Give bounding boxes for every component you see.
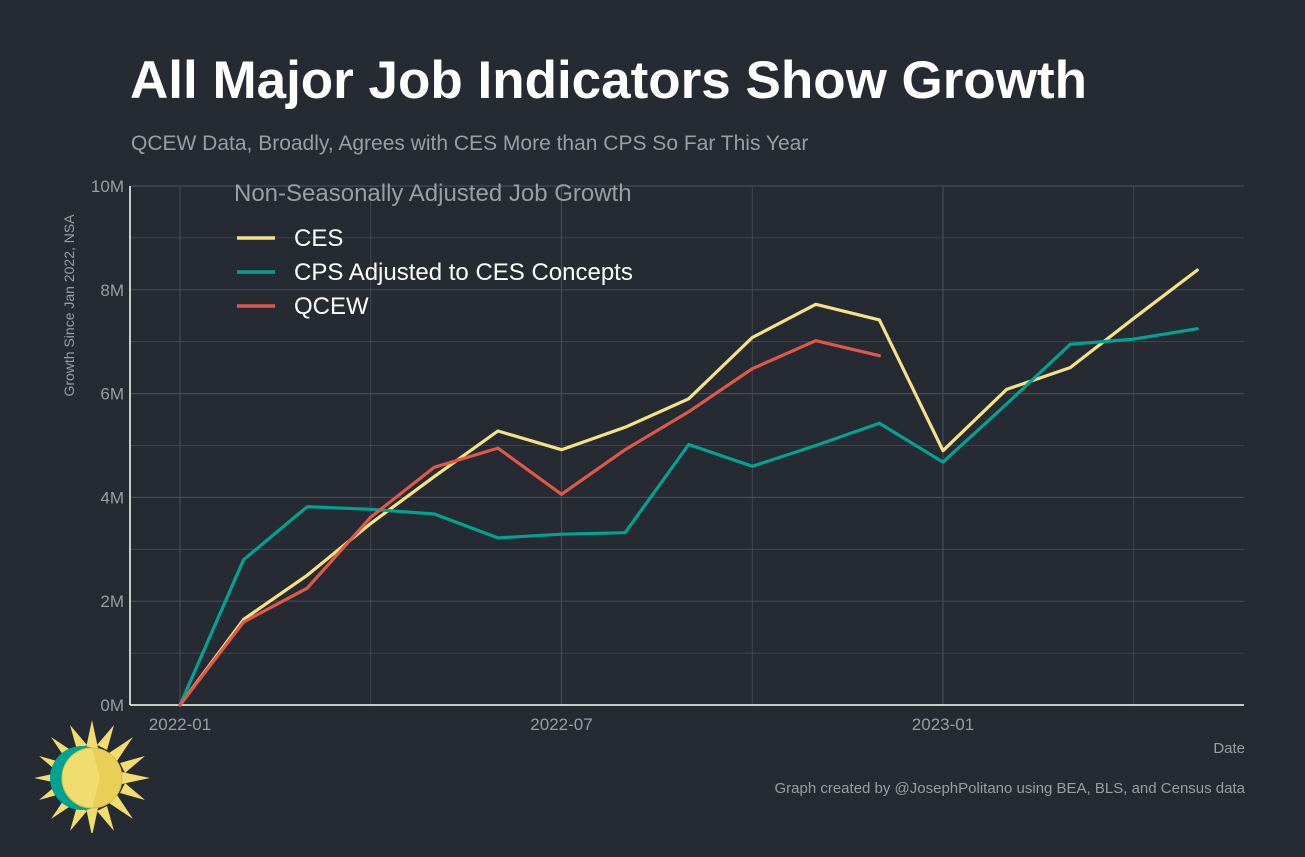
legend-label: CES [294, 225, 343, 252]
series-line-ces [178, 268, 1199, 707]
caption: Graph created by @JosephPolitano using B… [774, 780, 1245, 797]
legend-title: Non-Seasonally Adjusted Job Growth [234, 180, 632, 207]
y-axis-label: Growth Since Jan 2022, NSA [61, 214, 77, 397]
grid-layer [130, 185, 1244, 705]
legend: Non-Seasonally Adjusted Job Growth CES CPS… [234, 180, 633, 320]
y-tick-label: 8M [100, 281, 124, 300]
y-tick-label: 2M [100, 592, 124, 611]
y-tick-label: 4M [100, 488, 124, 507]
x-tick-label: 2023-01 [912, 715, 974, 734]
chart-title: All Major Job Indicators Show Growth [130, 51, 1088, 110]
y-tick-label: 10M [91, 177, 124, 196]
series-layer [178, 268, 1199, 707]
legend-label: CPS Adjusted to CES Concepts [294, 259, 633, 286]
x-tick-label: 2022-01 [149, 715, 211, 734]
chart-subtitle: QCEW Data, Broadly, Agrees with CES More… [131, 132, 809, 155]
legend-label: QCEW [294, 293, 369, 320]
series-line-qcew [178, 339, 882, 707]
y-tick-label: 0M [100, 696, 124, 715]
y-tick-label: 6M [100, 385, 124, 404]
x-axis-label: Date [1213, 740, 1245, 757]
x-tick-label: 2022-07 [530, 715, 592, 734]
sun-logo-icon [34, 720, 150, 833]
axis-layer: 0M 2M 4M 6M 8M 10M 2022-01 2022-07 2023-01 Growth… [61, 177, 1244, 734]
series-line-cps-adjusted-to-ces-concepts [178, 327, 1199, 707]
